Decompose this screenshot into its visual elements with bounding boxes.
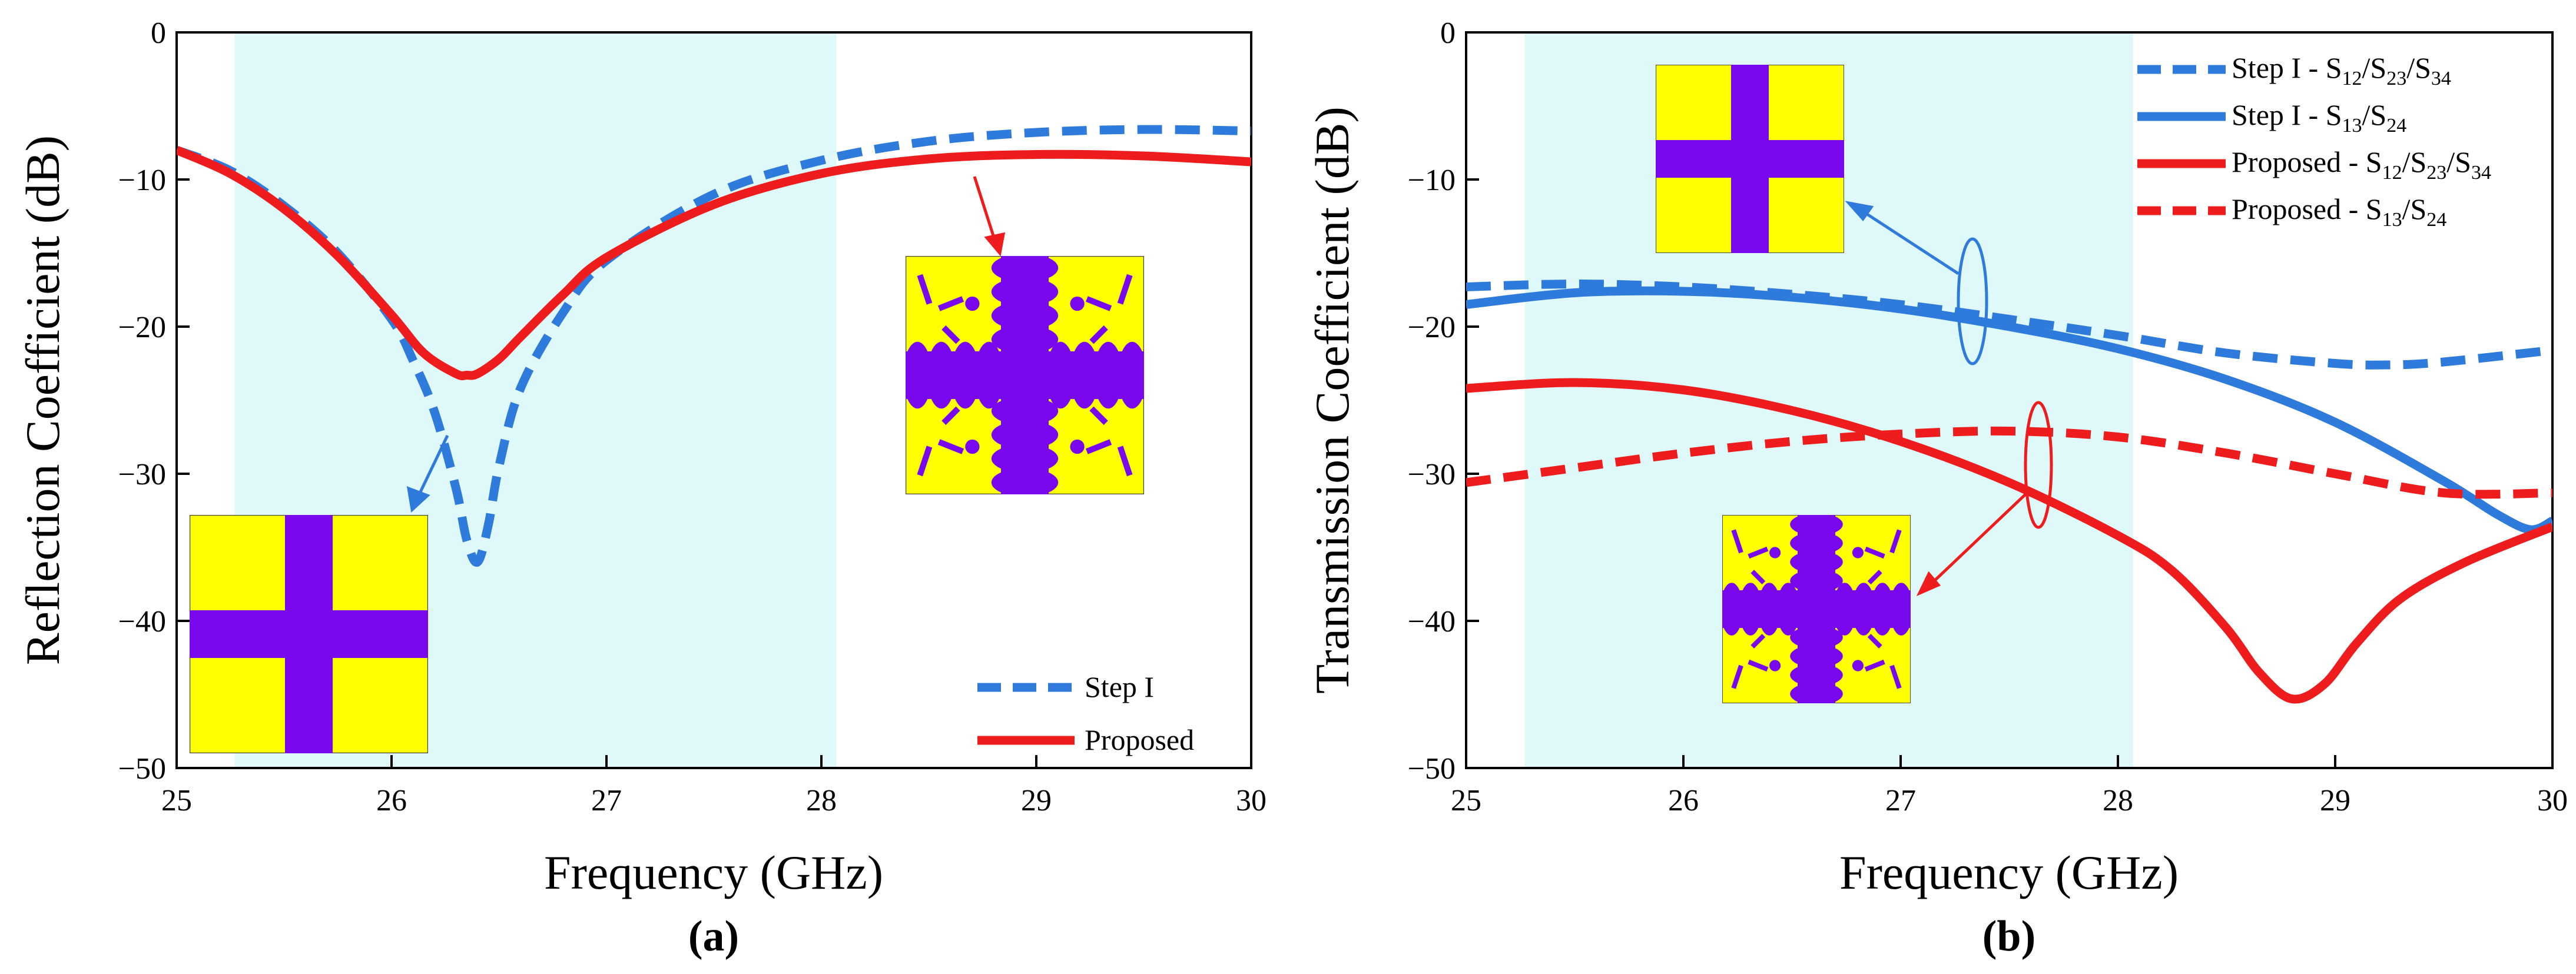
proposed-s13-line <box>1466 426 2552 499</box>
legend-step-i-s12: Step I - S12/S23/S34 <box>2232 51 2451 89</box>
y-tick-label: −10 <box>1408 164 1456 197</box>
x-tick-label: 27 <box>1885 784 1916 817</box>
step-i-patch-inset <box>190 515 428 753</box>
panel-b-xlabel: Frequency (GHz) <box>1839 846 2179 899</box>
y-tick-label: −50 <box>118 752 166 786</box>
x-tick-label: 28 <box>2103 784 2133 817</box>
panel-b-frame <box>1465 31 2554 769</box>
panel-a-label: (a) <box>688 912 739 960</box>
x-tick-label: 28 <box>806 784 837 817</box>
legend-proposed: Proposed <box>1085 723 1194 756</box>
y-tick-label: −10 <box>118 164 166 197</box>
legend-step-i-s13: Step I - S13/S24 <box>2232 98 2406 137</box>
x-tick-label: 29 <box>2320 784 2350 817</box>
y-tick-label: 0 <box>151 16 166 50</box>
y-tick-label: −30 <box>1408 458 1456 491</box>
y-tick-label: −20 <box>118 311 166 344</box>
x-tick-label: 26 <box>1668 784 1699 817</box>
panel-b-ylabel: Transmission Coefficient (dB) <box>1305 107 1359 694</box>
step-i-s12-line <box>1466 279 2552 370</box>
panel-b-label: (b) <box>1982 912 2035 960</box>
y-tick-label: −20 <box>1408 311 1456 344</box>
y-tick-label: −40 <box>118 605 166 639</box>
y-tick-label: 0 <box>1440 16 1456 50</box>
arrow-to-proposed-inset <box>973 176 1006 257</box>
panel-b: 25 26 27 28 29 30 0 −10 −20 −30 −40 −50 <box>1305 16 2568 960</box>
panel-a-frame <box>175 31 1252 769</box>
x-tick-label: 27 <box>591 784 622 817</box>
x-tick-label: 30 <box>2537 784 2568 817</box>
proposed-patch-inset-b <box>1720 513 1912 705</box>
x-tick-label: 26 <box>376 784 407 817</box>
blue-group-marker <box>1845 201 1988 365</box>
step-i-patch-inset-b <box>1656 65 1844 253</box>
proposed-s12-line <box>1466 378 2552 704</box>
panel-b-legend: Step I - S12/S23/S34 Step I - S13/S24 Pr… <box>2137 51 2491 231</box>
panel-a-ylabel: Reflection Coefficient (dB) <box>16 135 69 665</box>
panel-a: 25 26 27 28 29 30 0 −10 −20 −30 −40 −50 Step I Prop… <box>16 16 1267 960</box>
y-tick-label: −40 <box>1408 605 1456 639</box>
proposed-patch-inset <box>903 254 1146 497</box>
legend-step-i: Step I <box>1085 670 1154 703</box>
panel-a-legend: Step I Proposed <box>977 670 1194 756</box>
red-group-marker <box>1916 401 2053 597</box>
arrow-to-step-i-inset <box>406 434 449 513</box>
x-tick-label: 30 <box>1236 784 1267 817</box>
x-tick-label: 29 <box>1021 784 1052 817</box>
x-tick-label: 25 <box>161 784 192 817</box>
y-tick-label: −50 <box>1408 752 1456 786</box>
panel-a-xlabel: Frequency (GHz) <box>544 846 883 899</box>
legend-proposed-s12: Proposed - S12/S23/S34 <box>2232 145 2491 184</box>
x-tick-label: 25 <box>1451 784 1481 817</box>
legend-proposed-s13: Proposed - S13/S24 <box>2232 192 2446 231</box>
y-tick-label: −30 <box>118 458 166 491</box>
proposed-line <box>177 146 1251 381</box>
